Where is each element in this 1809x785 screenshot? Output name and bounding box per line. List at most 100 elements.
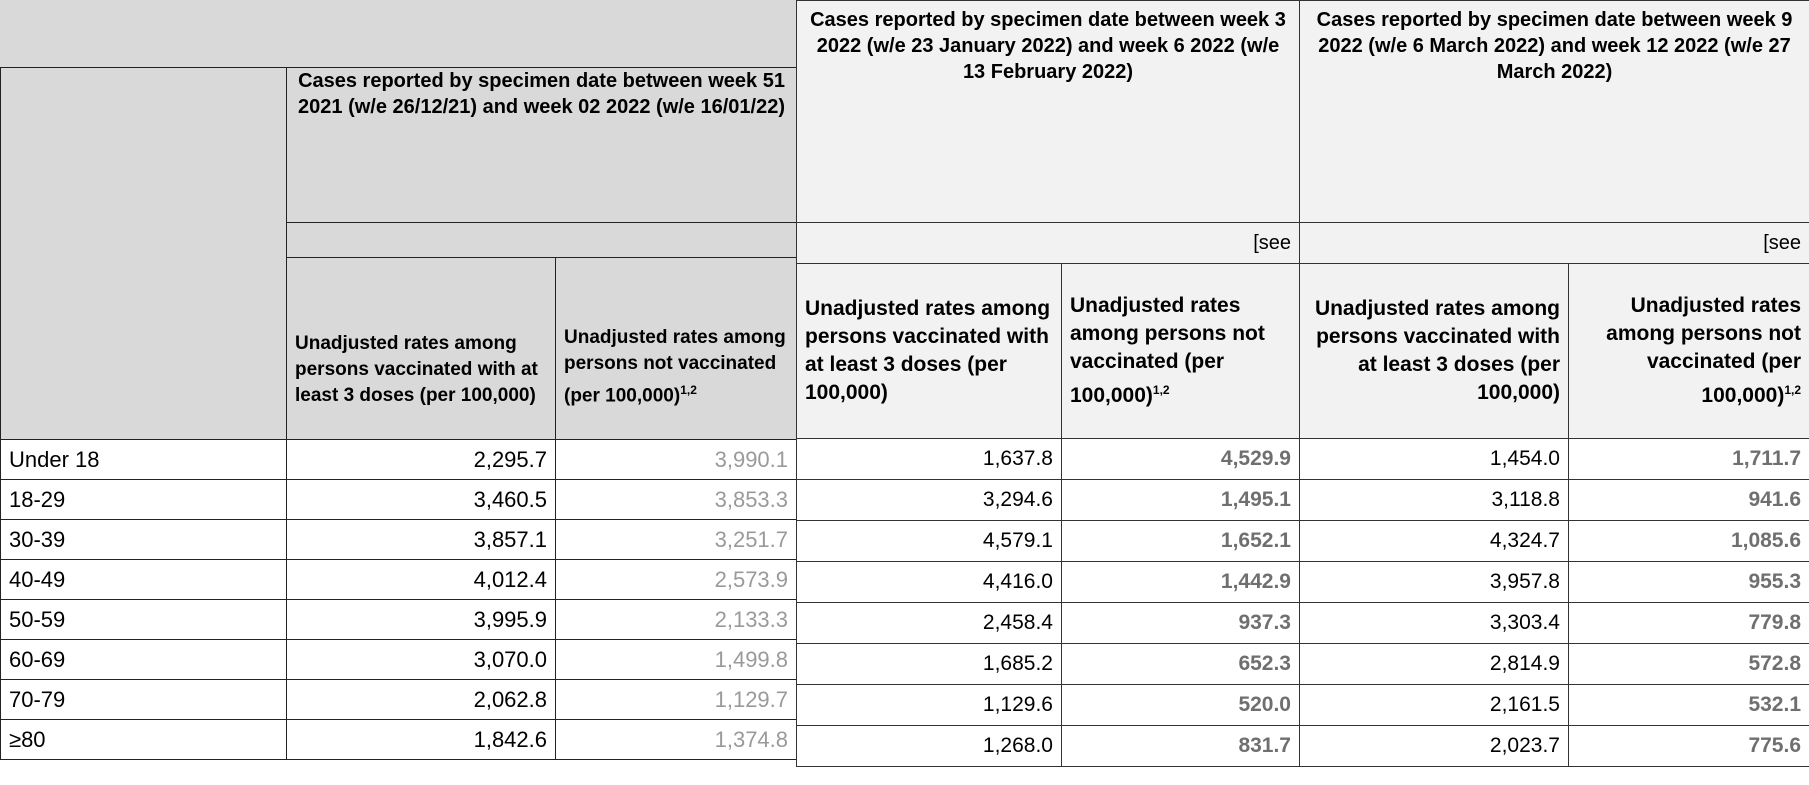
data-row: 1,685.2 652.3 [796,643,1300,685]
data-row: 60-69 3,070.0 1,499.8 [0,639,798,680]
data-row: 3,957.8 955.3 [1299,561,1809,603]
column-header-row: Unadjusted rates among persons vaccinate… [1,257,798,440]
value-cell: 3,070.0 [286,639,556,680]
note-row: [see [796,222,1300,264]
data-row: 18-29 3,460.5 3,853.3 [0,479,798,520]
value-cell: 1,652.1 [1061,520,1300,562]
value-cell: 1,711.7 [1567,438,1809,480]
value-cell: 3,857.1 [286,519,556,560]
value-cell: 1,495.1 [1061,479,1300,521]
group-heading: Cases reported by specimen date between … [1298,0,1809,223]
column-header: Unadjusted rates among persons vaccinate… [286,257,556,440]
column-header-row: Unadjusted rates among persons vaccinate… [1299,263,1809,439]
column-header: Unadjusted rates among persons not vacci… [554,257,798,440]
column-header-text: Unadjusted rates among persons vaccinate… [805,297,1051,404]
value-cell: 3,460.5 [286,479,556,520]
value-cell: 955.3 [1567,561,1809,603]
value-cell: 1,685.2 [796,643,1062,685]
column-header-text: Unadjusted rates among persons not vacci… [1606,294,1802,407]
data-row: 2,814.9 572.8 [1299,643,1809,685]
stub-cell [0,67,287,440]
value-cell: 1,129.7 [554,679,798,720]
row-label: 50-59 [0,599,287,640]
column-header: Unadjusted rates among persons vaccinate… [796,263,1062,439]
value-cell: 2,023.7 [1299,725,1569,767]
data-row: 4,324.7 1,085.6 [1299,520,1809,562]
value-cell: 3,251.7 [554,519,798,560]
value-cell: 3,957.8 [1299,561,1569,603]
value-cell: 3,853.3 [554,479,798,520]
value-cell: 779.8 [1567,602,1809,644]
top-band [0,0,796,67]
column-header-text: Unadjusted rates among persons not vacci… [564,326,786,406]
value-cell: 2,133.3 [554,599,798,640]
column-header-row: Unadjusted rates among persons vaccinate… [796,263,1300,439]
row-label: 60-69 [0,639,287,680]
value-cell: 3,294.6 [796,479,1062,521]
value-cell: 775.6 [1567,725,1809,767]
data-row: 2,458.4 937.3 [796,602,1300,644]
group-heading: Cases reported by specimen date between … [285,67,798,223]
value-cell: 2,295.7 [286,439,556,480]
data-row: 2,161.5 532.1 [1299,684,1809,726]
note [285,222,798,258]
value-cell: 1,374.8 [554,719,798,760]
note-row: [see [1298,222,1809,264]
row-label: 70-79 [0,679,287,720]
value-cell: 4,012.4 [286,559,556,600]
value-cell: 4,579.1 [796,520,1062,562]
row-label: ≥80 [0,719,287,760]
column-header-text: Unadjusted rates among persons vaccinate… [1314,297,1560,404]
group-heading: Cases reported by specimen date between … [796,0,1300,223]
column-header-text: Unadjusted rates among persons vaccinate… [295,333,538,406]
header-row: Cases reported by specimen date between … [0,67,798,440]
data-row: 1,454.0 1,711.7 [1299,438,1809,480]
row-label: 40-49 [0,559,287,600]
value-cell: 652.3 [1061,643,1300,685]
data-row: 50-59 3,995.9 2,133.3 [0,599,798,640]
value-cell: 2,573.9 [554,559,798,600]
header-row: Cases reported by specimen date between … [1298,0,1809,223]
value-cell: 4,529.9 [1061,438,1300,480]
data-row: 4,579.1 1,652.1 [796,520,1300,562]
data-row: Under 18 2,295.7 3,990.1 [0,439,798,480]
superscript: 1,2 [1784,383,1802,397]
data-row: 3,303.4 779.8 [1299,602,1809,644]
note-row [1,222,798,258]
data-row: 3,118.8 941.6 [1299,479,1809,521]
data-row: 30-39 3,857.1 3,251.7 [0,519,798,560]
row-label: 30-39 [0,519,287,560]
value-cell: 1,085.6 [1567,520,1809,562]
value-cell: 1,842.6 [286,719,556,760]
header-row: Cases reported by specimen date between … [796,0,1300,223]
column-header: Unadjusted rates among persons not vacci… [1061,263,1300,439]
value-cell: 941.6 [1567,479,1809,521]
data-row: 1,637.8 4,529.9 [796,438,1300,480]
column-header: Unadjusted rates among persons not vacci… [1567,263,1809,439]
value-cell: 4,324.7 [1299,520,1569,562]
value-cell: 831.7 [1061,725,1300,767]
value-cell: 1,637.8 [796,438,1062,480]
note: [see [796,222,1300,264]
value-cell: 1,454.0 [1299,438,1569,480]
value-cell: 2,161.5 [1299,684,1569,726]
value-cell: 532.1 [1567,684,1809,726]
data-row: 1,129.6 520.0 [796,684,1300,726]
value-cell: 3,303.4 [1299,602,1569,644]
value-cell: 1,129.6 [796,684,1062,726]
value-cell: 1,268.0 [796,725,1062,767]
value-cell: 4,416.0 [796,561,1062,603]
data-row: ≥80 1,842.6 1,374.8 [0,719,798,760]
note: [see [1298,222,1809,264]
data-row: 40-49 4,012.4 2,573.9 [0,559,798,600]
value-cell: 520.0 [1061,684,1300,726]
data-table: Cases reported by specimen date between … [796,0,1300,767]
value-cell: 937.3 [1061,602,1300,644]
superscript: 1,2 [680,382,697,397]
data-row: 3,294.6 1,495.1 [796,479,1300,521]
value-cell: 1,499.8 [554,639,798,680]
data-row: 70-79 2,062.8 1,129.7 [0,679,798,720]
value-cell: 2,458.4 [796,602,1062,644]
row-label: Under 18 [0,439,287,480]
